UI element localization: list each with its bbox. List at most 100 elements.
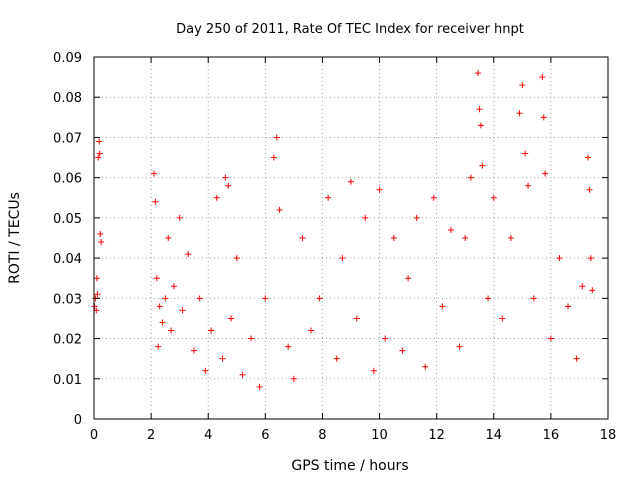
data-point xyxy=(339,255,346,262)
data-point xyxy=(155,343,162,350)
data-point xyxy=(156,303,163,310)
data-point xyxy=(430,194,437,201)
data-point xyxy=(399,347,406,354)
data-point xyxy=(273,134,280,141)
x-tick-label: 0 xyxy=(90,428,98,443)
data-point xyxy=(565,303,572,310)
y-tick-label: 0.05 xyxy=(53,212,82,227)
data-point xyxy=(490,194,497,201)
data-point xyxy=(97,230,104,237)
data-point xyxy=(185,251,192,258)
y-tick-label: 0.03 xyxy=(53,292,82,307)
data-points-layer xyxy=(91,70,596,390)
data-point xyxy=(370,367,377,374)
data-point xyxy=(540,114,547,121)
data-point xyxy=(573,355,580,362)
x-tick-label: 2 xyxy=(147,428,155,443)
data-point xyxy=(485,295,492,302)
data-point xyxy=(516,110,523,117)
data-point xyxy=(165,235,172,241)
y-tick-label: 0.01 xyxy=(53,373,82,388)
data-point xyxy=(176,214,183,221)
data-point xyxy=(248,335,255,342)
data-point xyxy=(390,235,397,241)
data-point xyxy=(256,383,263,390)
data-point xyxy=(228,315,235,322)
y-axis-label: ROTI / TECUs xyxy=(7,192,23,284)
data-point xyxy=(333,355,340,362)
data-point xyxy=(225,182,232,189)
y-tick-label: 0.04 xyxy=(53,252,82,267)
x-tick-label: 12 xyxy=(428,428,445,443)
data-point xyxy=(382,335,389,342)
data-point xyxy=(219,355,226,362)
y-tick-label: 0.09 xyxy=(53,51,82,66)
data-point xyxy=(290,375,297,382)
x-tick-label: 18 xyxy=(600,428,617,443)
data-point xyxy=(475,70,482,77)
data-point xyxy=(95,154,102,161)
data-point xyxy=(325,194,332,201)
data-point xyxy=(190,347,197,354)
data-point xyxy=(91,303,98,310)
data-point xyxy=(447,226,454,233)
data-point xyxy=(539,74,546,81)
x-tick-label: 14 xyxy=(486,428,503,443)
data-point xyxy=(476,106,483,113)
x-axis-label: GPS time / hours xyxy=(291,458,408,474)
chart-title: Day 250 of 2011, Rate Of TEC Index for r… xyxy=(176,22,524,37)
y-tick-label: 0.06 xyxy=(53,172,82,187)
data-point xyxy=(556,255,563,262)
x-tick-label: 4 xyxy=(204,428,212,443)
data-point xyxy=(299,235,306,241)
y-tick-label: 0 xyxy=(74,413,82,428)
data-point xyxy=(153,275,160,282)
data-point xyxy=(507,235,514,241)
data-point xyxy=(579,283,586,290)
data-point xyxy=(525,182,532,189)
y-tick-label: 0.02 xyxy=(53,333,82,348)
data-point xyxy=(96,150,103,157)
ticks-layer: 0 2 4 6 8 10 12 14 16 18 0 0.01 0.02 0.03 0.04 0.05 0.06… xyxy=(53,51,616,443)
y-tick-label: 0.07 xyxy=(53,131,82,146)
data-point xyxy=(499,315,506,322)
plot-frame xyxy=(93,56,609,420)
data-point xyxy=(589,287,596,294)
data-point xyxy=(477,122,484,129)
y-tick-label: 0.08 xyxy=(53,91,82,106)
data-point xyxy=(202,367,209,374)
data-point xyxy=(96,138,103,145)
data-point xyxy=(348,178,354,185)
data-point xyxy=(170,283,177,290)
data-point xyxy=(222,174,229,181)
data-point xyxy=(168,327,175,334)
data-point xyxy=(542,170,549,177)
data-point xyxy=(547,335,554,342)
data-point xyxy=(308,327,315,334)
data-point xyxy=(262,295,269,302)
x-tick-label: 8 xyxy=(318,428,326,443)
data-point xyxy=(587,255,594,262)
data-point xyxy=(276,206,283,213)
x-tick-label: 6 xyxy=(261,428,269,443)
data-point xyxy=(405,275,412,282)
data-point xyxy=(270,154,277,161)
data-point xyxy=(196,295,203,302)
data-point xyxy=(413,214,420,221)
data-point xyxy=(439,303,446,310)
data-point xyxy=(422,363,429,370)
data-point xyxy=(159,319,166,326)
data-point xyxy=(162,295,169,302)
data-point xyxy=(362,214,369,221)
data-point xyxy=(353,315,360,322)
data-point xyxy=(179,307,186,314)
data-point xyxy=(376,186,383,193)
data-point xyxy=(530,295,537,302)
data-point xyxy=(479,162,486,169)
data-point xyxy=(522,150,529,157)
data-point xyxy=(239,371,246,378)
x-tick-label: 10 xyxy=(371,428,388,443)
data-point xyxy=(316,295,323,302)
